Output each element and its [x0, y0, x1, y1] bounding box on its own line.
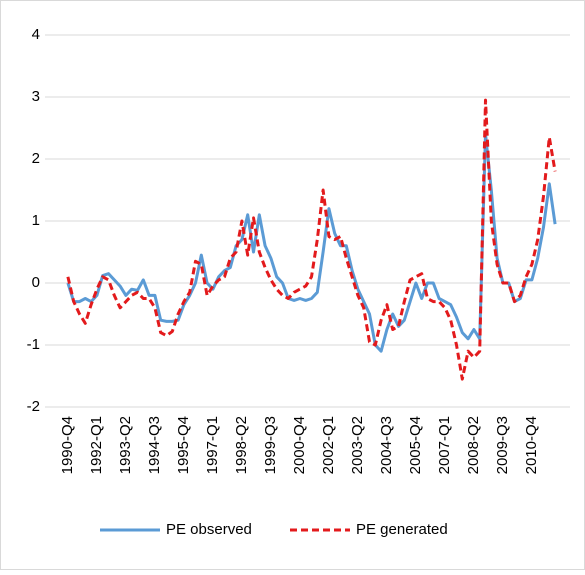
y-tick-label: 1 — [32, 212, 40, 229]
x-tick-label: 1999-Q3 — [262, 416, 279, 474]
x-tick-label: 1997-Q1 — [204, 416, 221, 474]
y-tick-label: 0 — [32, 274, 40, 291]
x-tick-label: 2008-Q2 — [465, 416, 482, 474]
x-tick-label: 2010-Q4 — [523, 416, 540, 474]
x-tick-label: 2003-Q2 — [349, 416, 366, 474]
x-tick-label: 1995-Q4 — [175, 416, 192, 474]
x-tick-label: 1993-Q2 — [117, 416, 134, 474]
x-tick-label: 2007-Q1 — [436, 416, 453, 474]
legend-label: PE observed — [166, 521, 252, 538]
x-tick-label: 2002-Q1 — [320, 416, 337, 474]
series-line — [66, 132, 557, 353]
y-tick-label: 3 — [32, 88, 40, 105]
x-tick-label: 1994-Q3 — [146, 416, 163, 474]
x-tick-label: 2004-Q3 — [378, 416, 395, 474]
x-tick-label: 1998-Q2 — [233, 416, 250, 474]
x-tick-label: 2005-Q4 — [407, 416, 424, 474]
y-tick-label: -2 — [27, 398, 40, 415]
legend-label: PE generated — [356, 521, 448, 538]
y-tick-label: 4 — [32, 26, 40, 43]
y-tick-label: 2 — [32, 150, 40, 167]
x-tick-label: 2000-Q4 — [291, 416, 308, 474]
y-tick-label: -1 — [27, 336, 40, 353]
x-tick-label: 2009-Q3 — [494, 416, 511, 474]
x-tick-label: 1990-Q4 — [59, 416, 76, 474]
series-line — [66, 98, 557, 381]
x-tick-label: 1992-Q1 — [88, 416, 105, 474]
